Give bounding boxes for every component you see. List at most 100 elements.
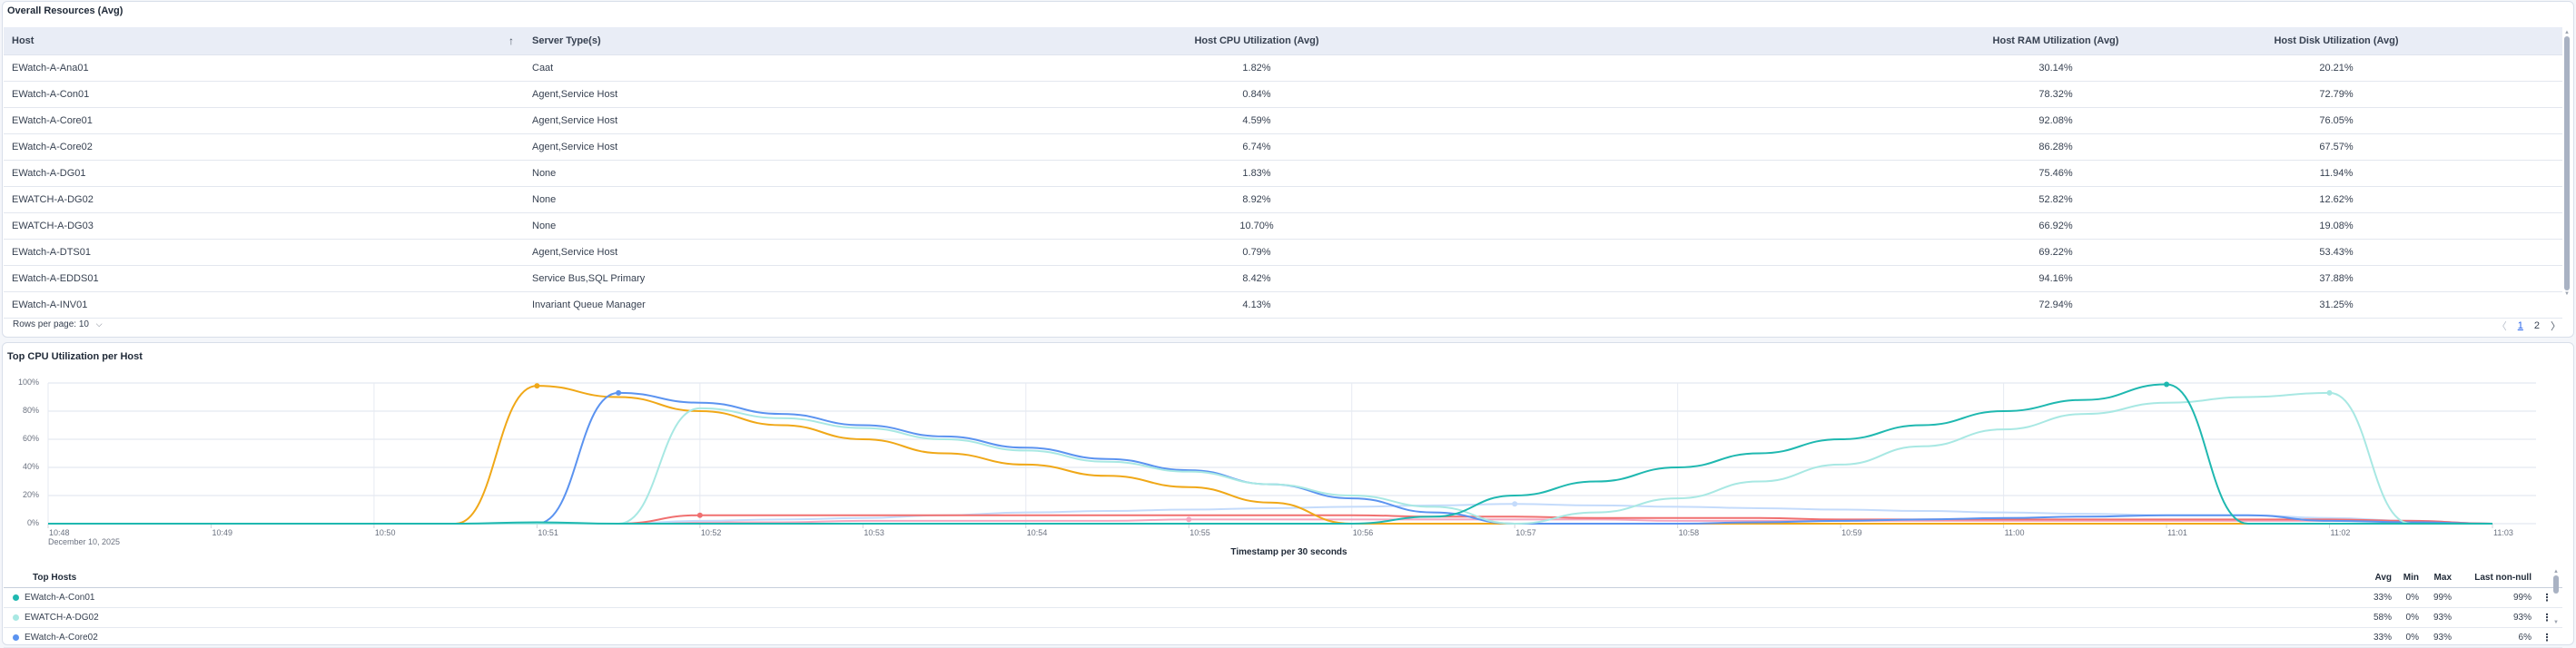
table-row[interactable]: EWatch-A-Core01 Agent,Service Host 4.59% 92… [4,108,2562,134]
legend-host-label: EWATCH-A-DG02 [25,613,99,623]
legend-row[interactable]: EWatch-A-Core02 33% 0% 93% 6% ⋮ [4,628,2562,648]
y-tick-label: 80% [22,406,39,415]
data-point[interactable] [1512,501,1518,507]
legend-header-max[interactable]: Max [2433,573,2452,583]
legend-host[interactable]: EWatch-A-Core02 [4,633,2359,643]
legend-header-last[interactable]: Last non-null [2474,573,2532,583]
data-point[interactable] [2326,389,2333,396]
more-options-icon[interactable]: ⋮ [2541,633,2552,643]
cell-host: EWatch-A-Con01 [12,89,90,100]
column-header-ram[interactable]: Host RAM Utilization (Avg) [1456,35,2119,46]
cell-host: EWATCH-A-DG02 [12,194,94,205]
x-tick-label: 10:58 [1678,528,1700,537]
table-row[interactable]: EWatch-A-Con01 Agent,Service Host 0.84% 78.… [4,82,2562,108]
legend-header-min[interactable]: Min [2403,573,2419,583]
cell-host: EWatch-A-DTS01 [12,247,92,258]
table-row[interactable]: EWATCH-A-DG03 None 10.70% 66.92% 19.08% [4,213,2562,240]
table-row[interactable]: EWATCH-A-DG02 None 8.92% 52.82% 12.62% [4,187,2562,213]
table-body: EWatch-A-Ana01 Caat 1.82% 30.14% 20.21% EWatc… [4,55,2562,319]
page-1-button[interactable]: 1 [2517,320,2523,331]
legend-host[interactable]: EWatch-A-Con01 [4,593,2359,603]
legend-max: 99% [2433,593,2452,603]
legend-row[interactable]: EWATCH-A-DG02 58% 0% 93% 93% ⋮ [4,608,2562,628]
series-line[interactable] [48,385,2492,525]
table-row[interactable]: EWatch-A-DTS01 Agent,Service Host 0.79% 69.… [4,240,2562,266]
scroll-down-icon[interactable]: ▼ [2564,291,2570,297]
column-header-disk[interactable]: Host Disk Utilization (Avg) [2274,35,2399,46]
data-point[interactable] [2164,381,2170,388]
legend-avg: 58% [2373,613,2392,623]
data-point[interactable] [616,389,622,396]
chevron-left-icon[interactable]: 〈 [2496,321,2507,332]
cell-host: EWATCH-A-DG03 [12,221,94,231]
legend-row[interactable]: EWatch-A-Con01 33% 0% 99% 99% ⋮ [4,588,2562,608]
legend-max: 93% [2433,633,2452,643]
cell-disk: 72.79% [2319,89,2354,100]
cell-ram: 94.16% [2038,273,2073,284]
cell-disk: 37.88% [2319,273,2354,284]
more-options-icon[interactable]: ⋮ [2541,613,2552,623]
column-header-cpu[interactable]: Host CPU Utilization (Avg) [1194,35,1319,46]
scrollbar-thumb[interactable] [2553,575,2559,594]
legend-avg: 33% [2373,633,2392,643]
arrow-up-icon[interactable]: ↑ [508,34,514,47]
column-header-server-types[interactable]: Server Type(s) [532,35,601,46]
data-point[interactable] [1186,516,1192,523]
legend-header-avg[interactable]: Avg [2374,573,2392,583]
scroll-up-icon[interactable]: ▲ [2564,30,2570,35]
chevron-down-icon: ⌵ [95,319,103,329]
scrollbar-thumb[interactable] [2564,36,2570,290]
x-tick-label: 11:01 [2167,528,2187,537]
rows-per-page-select[interactable]: Rows per page: 10 ⌵ [13,319,103,329]
table-row[interactable]: EWatch-A-DG01 None 1.83% 75.46% 11.94% [4,161,2562,187]
series-line[interactable] [48,391,2492,525]
legend-min: 0% [2405,633,2419,643]
cell-ram-wrap: 94.16% [1456,273,2110,284]
cell-host: EWatch-A-EDDS01 [12,273,99,284]
x-tick-label: 10:59 [1841,528,1862,537]
table-row[interactable]: EWatch-A-EDDS01 Service Bus,SQL Primary 8.… [4,266,2562,292]
cell-server-types: Agent,Service Host [532,115,618,126]
table-row[interactable]: EWatch-A-Core02 Agent,Service Host 6.74% 86… [4,134,2562,161]
scroll-up-icon[interactable]: ▲ [2553,569,2559,574]
cell-cpu: 4.59% [1242,115,1271,126]
panel-title: Overall Resources (Avg) [7,5,123,16]
cell-ram: 75.46% [2038,168,2073,179]
series-line[interactable] [48,391,2493,525]
legend-host[interactable]: EWATCH-A-DG02 [4,613,2359,623]
y-tick-label: 0% [26,518,39,527]
column-header-host[interactable]: Host ↑ [4,34,521,47]
series-color-dot-icon [13,614,19,621]
cpu-line-chart[interactable] [3,343,2575,561]
scroll-down-icon[interactable]: ▼ [2553,620,2559,625]
legend-scrollbar[interactable]: ▲ ▼ [2552,568,2560,628]
cell-host: EWatch-A-INV01 [12,299,88,310]
data-point[interactable] [534,383,540,389]
x-tick-label: 11:03 [2493,528,2513,537]
cell-cpu: 8.92% [1242,194,1271,205]
cell-ram-wrap: 75.46% [1456,168,2110,179]
table-row[interactable]: EWatch-A-INV01 Invariant Queue Manager 4.1… [4,292,2562,319]
cell-server-types: Agent,Service Host [532,89,618,100]
table-scrollbar[interactable]: ▲ ▼ [2563,29,2571,301]
cell-cpu: 10.70% [1239,221,1274,231]
chevron-right-icon[interactable]: 〉 [2551,321,2561,332]
legend-header: Top Hosts Avg Min Max Last non-null [4,568,2562,588]
cell-server-types: Service Bus,SQL Primary [532,273,646,284]
legend-header-name[interactable]: Top Hosts [33,573,77,583]
cell-cpu: 8.42% [1242,273,1271,284]
series-line[interactable] [48,383,2492,525]
legend-last-non-null: 6% [2518,633,2532,643]
more-options-icon[interactable]: ⋮ [2541,593,2552,604]
cell-ram: 30.14% [2038,63,2073,74]
cell-ram-wrap: 78.32% [1456,89,2110,100]
page-2-button[interactable]: 2 [2533,320,2540,331]
y-tick-label: 40% [22,462,39,471]
cell-server-types: Agent,Service Host [532,247,618,258]
cell-server-types: Agent,Service Host [532,142,618,152]
cell-cpu: 0.84% [1242,89,1271,100]
data-point[interactable] [696,512,703,518]
legend-min: 0% [2405,613,2419,623]
table-row[interactable]: EWatch-A-Ana01 Caat 1.82% 30.14% 20.21% [4,55,2562,82]
cell-server-types: None [532,168,557,179]
